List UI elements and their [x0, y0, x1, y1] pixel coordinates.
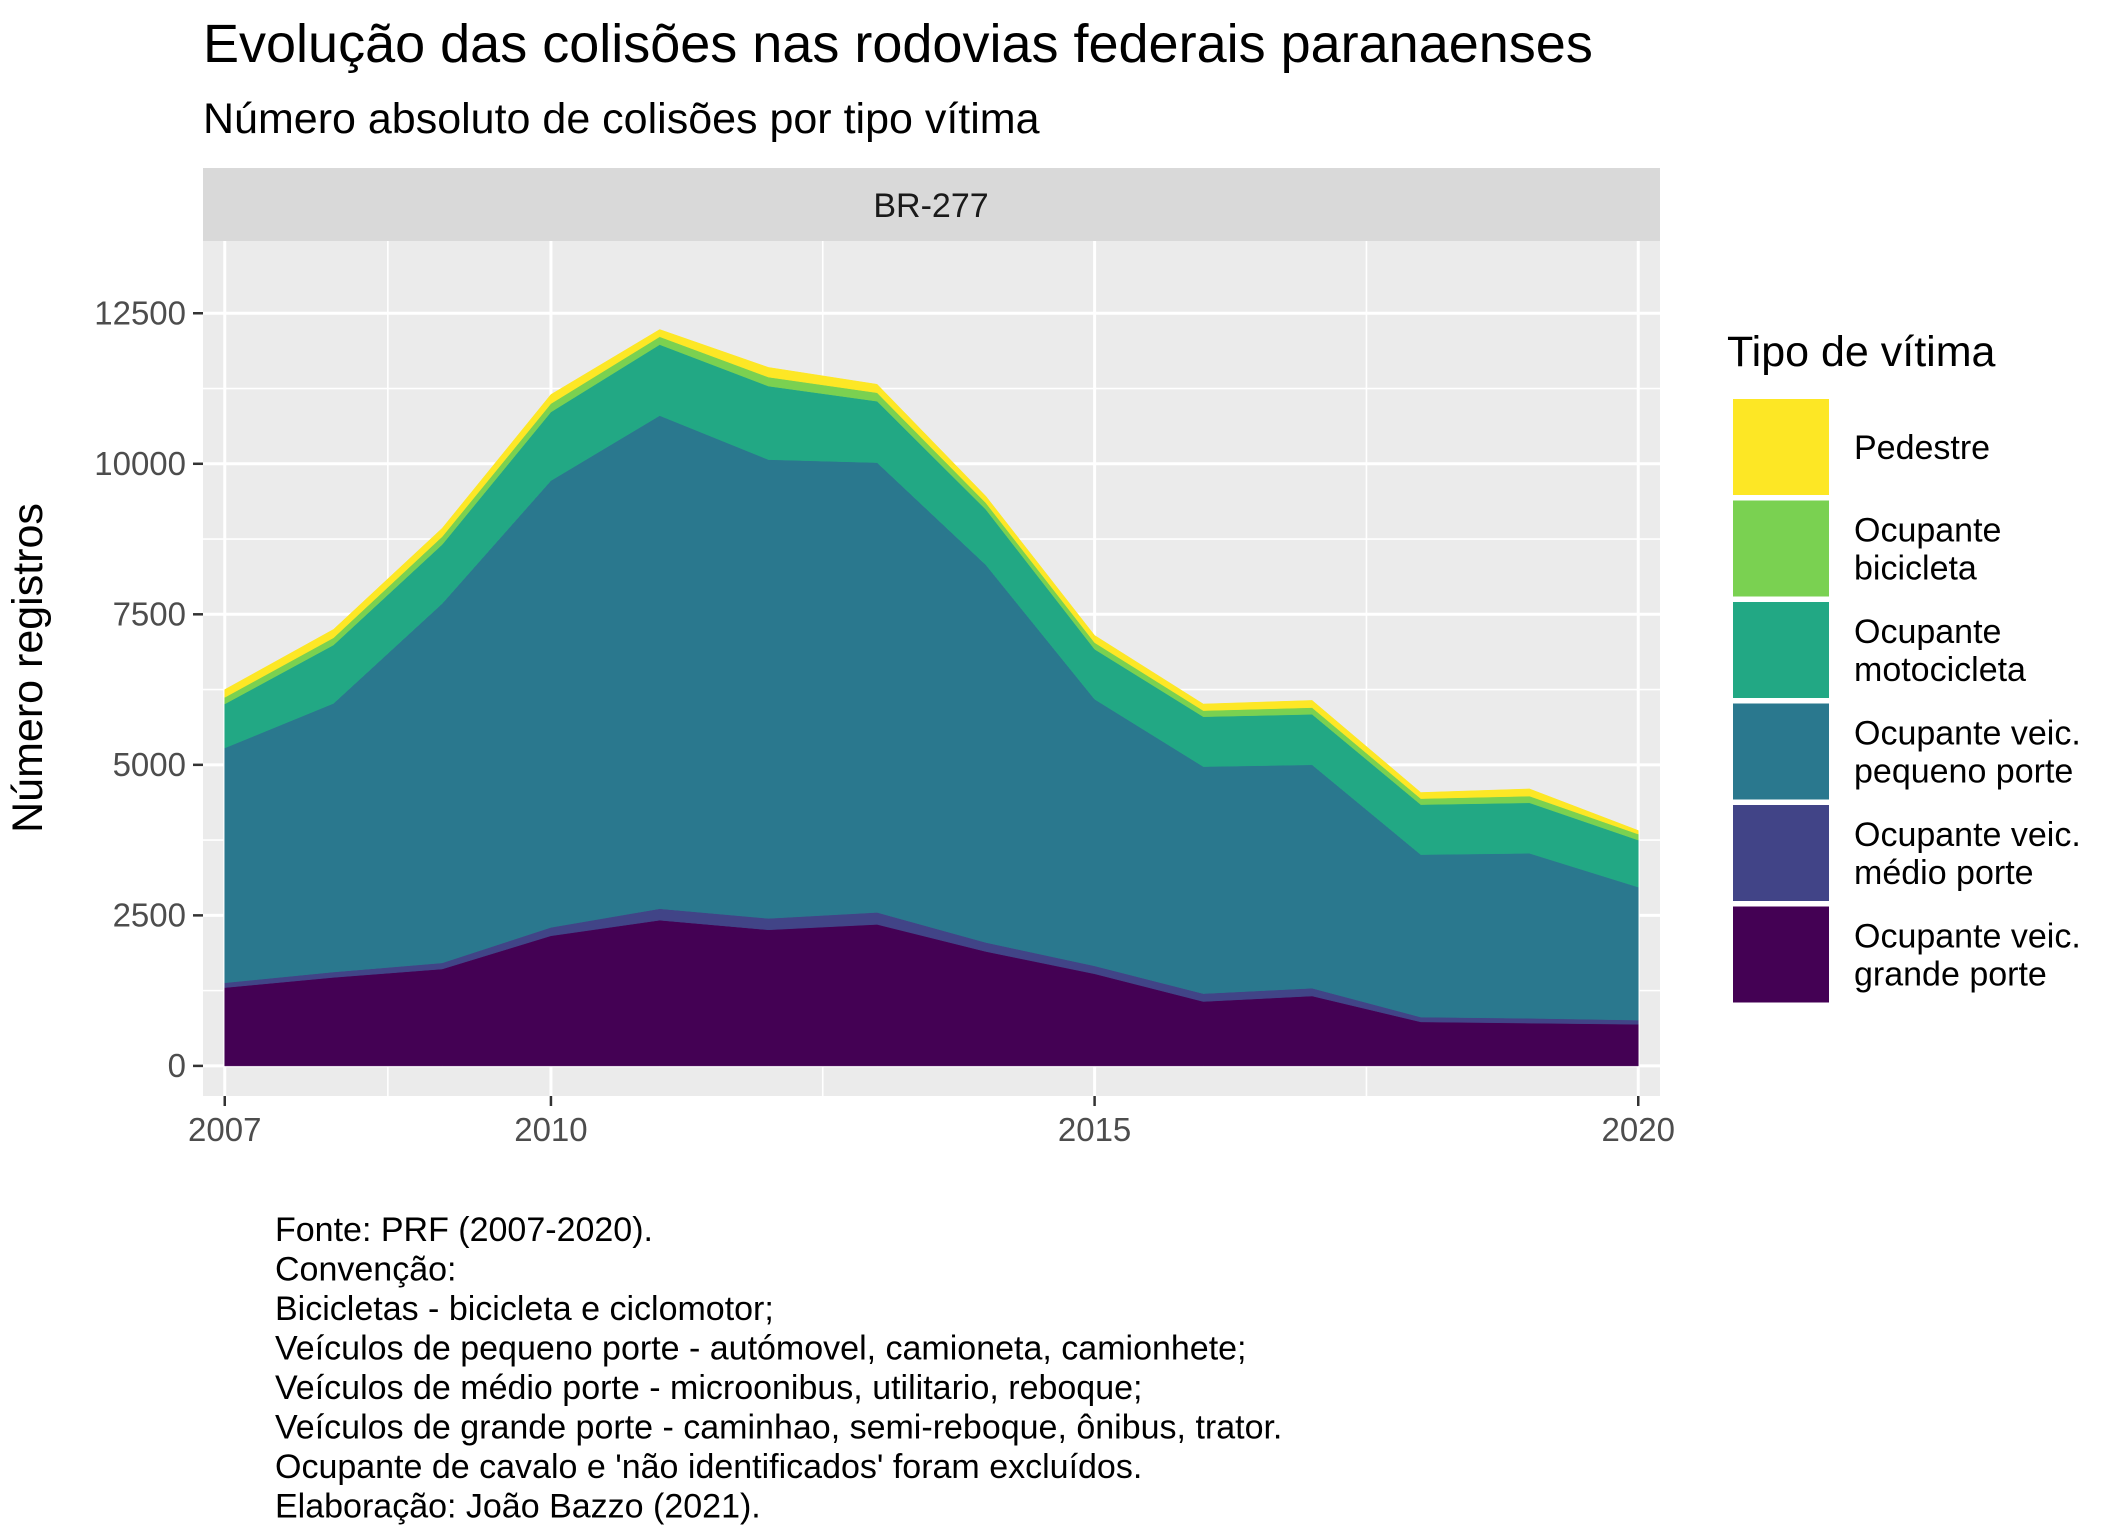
legend-key: [1733, 399, 1829, 495]
y-tick-label: 7500: [113, 595, 186, 632]
y-axis-title: Número registros: [4, 503, 52, 833]
legend-label: Pedestre: [1854, 429, 1990, 467]
legend-label: médio porte: [1854, 854, 2034, 892]
facet-label: BR-277: [873, 187, 988, 225]
legend-label: Ocupante veic.: [1854, 918, 2081, 956]
caption-line: Ocupante de cavalo e 'não identificados'…: [275, 1448, 1142, 1486]
legend-label: Ocupante: [1854, 512, 2001, 550]
facet-strip: [203, 168, 1660, 241]
caption-line: Veículos de pequeno porte - autómovel, c…: [275, 1330, 1247, 1368]
legend-label: Ocupante: [1854, 613, 2001, 651]
legend: Tipo de vítima PedestreOcupantebicicleta…: [1727, 328, 2081, 1003]
caption-line: Veículos de grande porte - caminhao, sem…: [275, 1409, 1282, 1447]
y-axis: 0 2500 5000 7500 10000 12500: [94, 294, 203, 1084]
area-pedestre: [224, 329, 1639, 835]
y-tick-label: 12500: [94, 294, 186, 331]
legend-label: grande porte: [1854, 956, 2047, 994]
caption: Fonte: PRF (2007-2020).Convenção:Bicicle…: [275, 1211, 1282, 1526]
legend-key: [1733, 500, 1829, 597]
caption-line: Fonte: PRF (2007-2020).: [275, 1211, 653, 1249]
caption-line: Elaboração: João Bazzo (2021).: [275, 1488, 761, 1526]
y-tick-label: 5000: [113, 746, 186, 783]
x-tick-label: 2020: [1602, 1111, 1675, 1148]
legend-label: Ocupante veic.: [1854, 816, 2081, 854]
legend-key: [1733, 906, 1829, 1003]
x-tick-label: 2010: [514, 1111, 587, 1148]
caption-line: Bicicletas - bicicleta e ciclomotor;: [275, 1290, 774, 1328]
legend-label: bicicleta: [1854, 550, 1977, 588]
legend-key: [1733, 703, 1829, 800]
area-layers: [224, 329, 1639, 1067]
x-axis: 2007 2010 2015 2020: [188, 1096, 1675, 1148]
chart-title: Evolução das colisões nas rodovias feder…: [203, 14, 1593, 74]
y-tick-label: 2500: [113, 896, 186, 933]
y-tick-label: 10000: [94, 445, 186, 482]
legend-title: Tipo de vítima: [1727, 328, 1996, 376]
legend-label: motocicleta: [1854, 651, 2026, 689]
caption-line: Veículos de médio porte - microonibus, u…: [275, 1369, 1142, 1407]
x-tick-label: 2015: [1058, 1111, 1131, 1148]
caption-line: Convenção:: [275, 1251, 456, 1289]
legend-key: [1733, 602, 1829, 698]
x-tick-label: 2007: [188, 1111, 261, 1148]
legend-key: [1733, 805, 1829, 901]
chart-subtitle: Número absoluto de colisões por tipo vít…: [203, 95, 1040, 143]
y-tick-label: 0: [168, 1047, 186, 1084]
legend-label: pequeno porte: [1854, 753, 2073, 791]
legend-label: Ocupante veic.: [1854, 715, 2081, 753]
